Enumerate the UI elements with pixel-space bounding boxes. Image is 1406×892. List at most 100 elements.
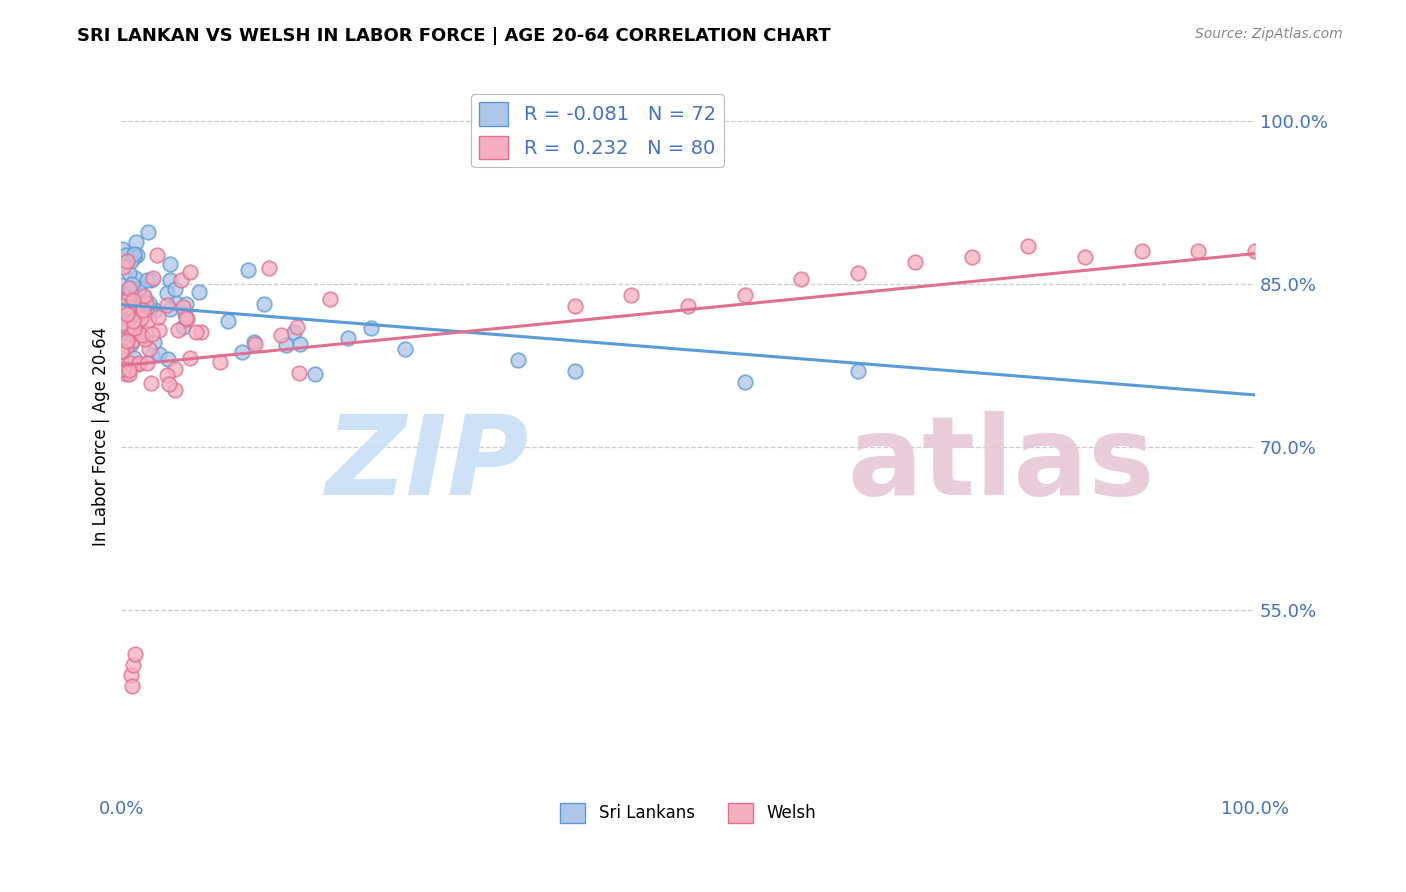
Point — [111, 357, 134, 371]
Point — [122, 282, 145, 296]
Point — [138, 295, 160, 310]
Point — [134, 332, 156, 346]
Point — [117, 292, 139, 306]
Point — [142, 270, 165, 285]
Point — [120, 283, 142, 297]
Y-axis label: In Labor Force | Age 20-64: In Labor Force | Age 20-64 — [93, 326, 110, 546]
Point — [1017, 239, 1039, 253]
Point — [124, 321, 146, 335]
Point — [111, 316, 134, 330]
Point — [209, 355, 232, 369]
Point — [122, 314, 145, 328]
Point — [129, 305, 152, 319]
Point — [1130, 244, 1153, 259]
Point — [132, 290, 155, 304]
Point — [148, 347, 170, 361]
Text: SRI LANKAN VS WELSH IN LABOR FORCE | AGE 20-64 CORRELATION CHART: SRI LANKAN VS WELSH IN LABOR FORCE | AGE… — [77, 27, 831, 45]
Point — [120, 337, 142, 351]
Point — [159, 273, 181, 287]
Point — [118, 367, 141, 381]
Point — [127, 357, 149, 371]
Point — [136, 225, 159, 239]
Point — [111, 299, 134, 313]
Point — [120, 253, 142, 268]
Point — [110, 343, 132, 358]
Point — [172, 320, 194, 334]
Point — [112, 329, 135, 343]
Text: Source: ZipAtlas.com: Source: ZipAtlas.com — [1195, 27, 1343, 41]
Point — [118, 281, 141, 295]
Point — [118, 266, 141, 280]
Point — [288, 336, 311, 351]
Point — [159, 302, 181, 317]
Point — [274, 338, 297, 352]
Point — [110, 318, 132, 333]
Point — [117, 290, 139, 304]
Point — [243, 335, 266, 350]
Point — [111, 260, 134, 275]
Point — [319, 292, 342, 306]
Point — [508, 353, 530, 368]
Point — [127, 326, 149, 340]
Point — [148, 323, 170, 337]
Point — [132, 289, 155, 303]
Point — [124, 285, 146, 300]
Point — [159, 257, 181, 271]
Point — [132, 303, 155, 318]
Point — [190, 325, 212, 339]
Point — [217, 314, 239, 328]
Point — [121, 657, 143, 672]
Point — [120, 668, 142, 682]
Point — [179, 265, 201, 279]
Point — [184, 325, 207, 339]
Point — [285, 320, 308, 334]
Point — [141, 326, 163, 341]
Point — [115, 367, 138, 381]
Point — [141, 273, 163, 287]
Point — [122, 246, 145, 260]
Point — [846, 364, 869, 378]
Point — [120, 311, 142, 326]
Point — [115, 340, 138, 354]
Point — [174, 311, 197, 326]
Point — [115, 329, 138, 343]
Point — [124, 300, 146, 314]
Point — [115, 307, 138, 321]
Point — [270, 328, 292, 343]
Point — [157, 352, 180, 367]
Point — [128, 355, 150, 369]
Point — [156, 298, 179, 312]
Point — [165, 296, 187, 310]
Point — [1244, 244, 1267, 259]
Point — [790, 271, 813, 285]
Point — [143, 334, 166, 349]
Point — [129, 310, 152, 325]
Point — [111, 242, 134, 256]
Point — [124, 250, 146, 264]
Point — [115, 304, 138, 318]
Point — [174, 297, 197, 311]
Point — [131, 328, 153, 343]
Point — [111, 362, 134, 376]
Point — [734, 375, 756, 389]
Text: atlas: atlas — [846, 411, 1154, 518]
Point — [1074, 250, 1097, 264]
Legend: Sri Lankans, Welsh: Sri Lankans, Welsh — [554, 797, 823, 830]
Point — [564, 364, 586, 378]
Point — [904, 255, 927, 269]
Point — [231, 344, 253, 359]
Point — [124, 271, 146, 285]
Point — [253, 296, 276, 310]
Point — [1187, 244, 1209, 259]
Point — [138, 313, 160, 327]
Point — [238, 263, 260, 277]
Point — [115, 319, 138, 334]
Point — [117, 363, 139, 377]
Point — [165, 362, 187, 376]
Point — [172, 300, 194, 314]
Point — [136, 273, 159, 287]
Point — [121, 277, 143, 291]
Point — [115, 334, 138, 348]
Point — [122, 299, 145, 313]
Point — [124, 235, 146, 249]
